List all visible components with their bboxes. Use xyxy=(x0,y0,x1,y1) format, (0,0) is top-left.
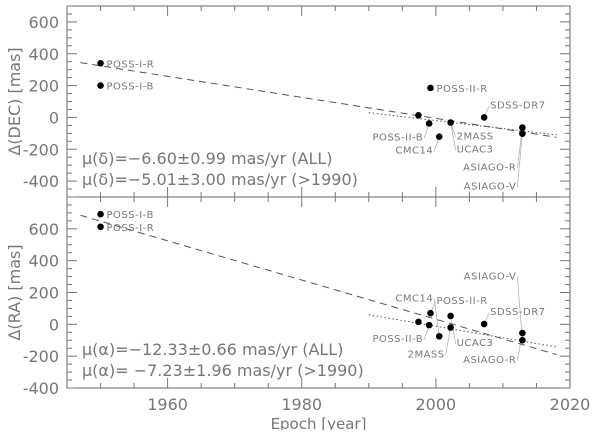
data-point xyxy=(425,120,433,127)
data-point xyxy=(519,336,526,344)
y-tick-label: 600 xyxy=(28,13,59,32)
point-label: ASIAGO-R xyxy=(463,355,516,366)
x-tick-label: 1960 xyxy=(147,395,188,414)
x-tick-label: 1980 xyxy=(281,395,322,414)
point-label: POSS-I-R xyxy=(107,223,155,234)
data-point xyxy=(415,318,422,326)
data-point xyxy=(447,324,454,331)
label-leader-line xyxy=(517,276,523,341)
label-leader-line xyxy=(433,298,440,337)
point-label: POSS-II-B xyxy=(372,132,423,143)
data-point xyxy=(425,321,433,329)
point-label: POSS-I-B xyxy=(107,210,154,221)
panel-ra: -400 -200 0 200 400 600 1960 1980 2000 2020 Epoch … xyxy=(5,196,591,433)
data-point xyxy=(97,210,104,218)
y-tick-label: 200 xyxy=(28,284,59,303)
point-label: UCAC3 xyxy=(457,338,494,349)
data-point xyxy=(447,312,454,320)
point-label: UCAC3 xyxy=(457,145,494,156)
data-point xyxy=(415,112,422,119)
fit-annotation: μ(α)=−12.33±0.66 mas/yr (ALL) xyxy=(82,340,343,359)
point-label: POSS-II-R xyxy=(437,84,488,95)
fit-annotation: μ(δ)=−5.01±3.00 mas/yr (>1990) xyxy=(82,170,358,189)
data-point xyxy=(435,332,443,340)
data-point xyxy=(97,82,104,89)
data-point xyxy=(519,124,526,131)
y-tick-label: 0 xyxy=(49,315,59,334)
y-tick-label: -200 xyxy=(23,347,59,366)
point-label: 2MASS xyxy=(408,350,445,361)
point-label: CMC14 xyxy=(395,293,433,304)
y-tick-label: 0 xyxy=(49,108,59,127)
y-axis-label: Δ(RA) [mas] xyxy=(5,244,24,340)
point-label: POSS-I-R xyxy=(107,59,155,70)
data-point xyxy=(447,119,454,126)
label-leader-line xyxy=(517,133,523,188)
y-tick-label: 200 xyxy=(28,77,59,96)
data-point xyxy=(435,133,443,140)
label-leader-line xyxy=(445,327,451,356)
y-tick-label: -400 xyxy=(23,172,59,191)
x-tick-label: 2020 xyxy=(550,395,591,414)
data-point xyxy=(97,223,104,231)
y-tick-label: 400 xyxy=(28,45,59,64)
point-label: 2MASS xyxy=(457,132,494,143)
point-label: CMC14 xyxy=(395,146,433,157)
y-tick-label: -200 xyxy=(23,140,59,159)
y-tick-label: 600 xyxy=(28,220,59,239)
y-tick-label: 400 xyxy=(28,252,59,271)
data-point xyxy=(427,84,434,92)
point-label: POSS-I-B xyxy=(107,82,154,93)
data-point xyxy=(519,329,526,337)
point-label: SDSS-DR7 xyxy=(490,307,545,318)
data-point xyxy=(480,320,488,328)
fit-line-dashed xyxy=(80,62,557,138)
fit-annotation: μ(α)= −7.23±1.96 mas/yr (>1990) xyxy=(82,361,364,380)
point-label: ASIAGO-V xyxy=(464,271,517,282)
x-axis-label: Epoch [year] xyxy=(271,415,367,430)
point-label: ASIAGO-V xyxy=(464,182,517,193)
point-label: POSS-II-R xyxy=(437,296,488,307)
data-point xyxy=(427,309,434,317)
fit-line-dashed xyxy=(80,214,557,356)
point-label: ASIAGO-R xyxy=(463,163,516,174)
y-tick-label: -400 xyxy=(23,379,59,398)
data-point xyxy=(519,130,526,137)
label-leader-line xyxy=(450,122,456,151)
point-label: POSS-II-B xyxy=(372,334,423,345)
point-label: SDSS-DR7 xyxy=(490,100,545,111)
x-tick-label: 2000 xyxy=(416,395,457,414)
y-axis-label: Δ(DEC) [mas] xyxy=(5,47,24,155)
data-point xyxy=(480,114,488,121)
fit-annotation: μ(δ)=−6.60±0.99 mas/yr (ALL) xyxy=(82,149,333,168)
data-point xyxy=(97,60,104,67)
